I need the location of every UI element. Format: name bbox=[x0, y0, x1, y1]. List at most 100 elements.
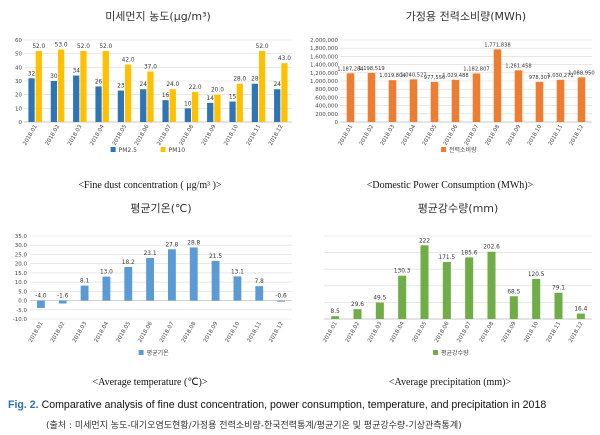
data-label: -1.6 bbox=[57, 294, 69, 300]
data-label: 15 bbox=[229, 95, 237, 101]
x-tick-label: 2018.01 bbox=[28, 321, 45, 344]
x-tick-label: 2018.06 bbox=[134, 124, 151, 147]
legend-label: 평균기온 bbox=[147, 349, 170, 357]
data-label: 18.2 bbox=[122, 260, 135, 266]
bar bbox=[189, 247, 198, 301]
y-tick-label: 800,000 bbox=[315, 87, 338, 93]
x-tick-label: 2018.08 bbox=[179, 124, 196, 147]
data-label: 52.0 bbox=[99, 44, 112, 50]
legend-label: PM2.5 bbox=[119, 147, 138, 154]
x-tick-label: 2018.04 bbox=[89, 124, 106, 147]
bar bbox=[236, 83, 243, 122]
data-label: 1,019,804 bbox=[379, 73, 406, 79]
x-tick-label: 2018.11 bbox=[548, 124, 565, 147]
bar bbox=[192, 91, 199, 122]
y-tick-label: 1,400,000 bbox=[310, 63, 338, 69]
x-tick-label: 2018.07 bbox=[159, 321, 176, 344]
bar bbox=[125, 64, 132, 122]
data-label: 34 bbox=[73, 69, 81, 75]
legend-swatch bbox=[160, 147, 166, 152]
y-tick-label: 1,800,000 bbox=[310, 46, 338, 52]
y-tick-label: 0 bbox=[335, 120, 339, 126]
data-label: 1,088,950 bbox=[568, 70, 594, 76]
caption-precipitation: <Average precipitation (mm)> bbox=[388, 377, 512, 388]
bar bbox=[28, 78, 35, 122]
bar bbox=[451, 79, 460, 122]
x-tick-label: 2018.05 bbox=[112, 124, 129, 147]
data-label: 120.5 bbox=[528, 272, 545, 278]
x-tick-label: 2018.01 bbox=[322, 321, 339, 344]
y-tick-label: 1,000,000 bbox=[310, 79, 338, 85]
x-tick-label: 2018.05 bbox=[412, 321, 429, 344]
bar bbox=[331, 316, 340, 319]
x-tick-label: 2018.07 bbox=[464, 124, 481, 147]
temperature-chart: 평균기온(℃) -10.0 -5.0 0.0 5.0 10.0 15.0 20.0 25.0 30… bbox=[13, 202, 292, 357]
x-tick-label: 2018.08 bbox=[485, 124, 502, 147]
data-label: 23.1 bbox=[144, 251, 157, 257]
data-label: 43.0 bbox=[278, 56, 291, 62]
y-tick-label: 200,000 bbox=[315, 112, 338, 118]
data-label: 79.1 bbox=[552, 286, 565, 292]
y-tick-label: 1,600,000 bbox=[310, 54, 338, 60]
bar bbox=[514, 70, 523, 122]
data-label: 1,198,519 bbox=[358, 66, 384, 72]
bar bbox=[73, 75, 80, 122]
data-label: 68.5 bbox=[507, 289, 520, 295]
bar bbox=[233, 276, 242, 301]
bar bbox=[430, 81, 439, 122]
data-label: 21.5 bbox=[209, 254, 222, 260]
bar bbox=[102, 276, 111, 301]
x-tick-label: 2018.07 bbox=[156, 124, 173, 147]
bar bbox=[229, 101, 236, 122]
x-tick-label: 2018.10 bbox=[527, 124, 544, 147]
data-label: 978,307 bbox=[529, 75, 550, 81]
y-tick-label: 10.0 bbox=[15, 280, 28, 286]
data-label: 52.0 bbox=[32, 44, 45, 50]
bar bbox=[398, 275, 407, 319]
data-label: 22.0 bbox=[189, 85, 202, 91]
x-tick-label: 2018.02 bbox=[45, 124, 62, 147]
data-label: 202.6 bbox=[483, 245, 500, 251]
x-tick-label: 2018.10 bbox=[225, 321, 242, 344]
bar bbox=[472, 73, 481, 122]
bar bbox=[554, 292, 563, 319]
y-tick-label: 30 bbox=[15, 79, 22, 85]
bar bbox=[556, 79, 565, 122]
x-tick-label: 2018.01 bbox=[22, 124, 39, 147]
x-tick-label: 2018.05 bbox=[115, 321, 132, 344]
y-tick-label: 600,000 bbox=[315, 95, 338, 101]
data-label: 185.6 bbox=[461, 250, 478, 256]
bar bbox=[35, 50, 42, 122]
fine-dust-chart: 미세먼지 농도(μg/m³) 0 10 20 30 40 50 60 32 30 34 26 23 24 1… bbox=[15, 10, 292, 154]
x-tick-label: 2018.09 bbox=[506, 124, 523, 147]
precipitation-chart: 평균강수량(mm) 8.5 29.6 49.5 130.3 222 171.5 185.6 20… bbox=[322, 202, 592, 357]
y-tick-label: 2,000,000 bbox=[310, 38, 338, 44]
y-tick-label: 40 bbox=[15, 65, 22, 71]
data-label: 16.4 bbox=[574, 307, 587, 313]
bar bbox=[117, 90, 124, 122]
x-tick-label: 2018.11 bbox=[246, 124, 263, 147]
chart-title: 평균강수량(mm) bbox=[418, 202, 499, 215]
data-label: 27.8 bbox=[165, 242, 178, 248]
bar bbox=[375, 302, 384, 319]
figure-label: Fig. 2. bbox=[8, 399, 39, 411]
data-label: 13.0 bbox=[100, 270, 113, 276]
x-tick-label: 2018.09 bbox=[501, 321, 518, 344]
data-label: 49.5 bbox=[373, 296, 386, 302]
data-label: 23 bbox=[117, 84, 125, 90]
bar bbox=[353, 309, 362, 319]
x-tick-label: 2018.06 bbox=[137, 321, 154, 344]
y-tick-label: 0.0 bbox=[18, 299, 27, 305]
bar bbox=[465, 257, 474, 319]
chart-title: 가정용 전력소비량(MWh) bbox=[406, 10, 526, 23]
bar bbox=[207, 102, 214, 122]
figure-text: Comparative analysis of fine dust concen… bbox=[41, 399, 547, 411]
data-label: 222 bbox=[419, 238, 430, 244]
x-tick-label: 2018.08 bbox=[479, 321, 496, 344]
x-tick-label: 2018.05 bbox=[422, 124, 439, 147]
bar bbox=[58, 300, 67, 304]
bar bbox=[167, 249, 176, 301]
data-label: 1,029,488 bbox=[442, 73, 468, 79]
legend-label: 평균강수량 bbox=[441, 349, 469, 357]
data-label: 26 bbox=[95, 79, 103, 85]
